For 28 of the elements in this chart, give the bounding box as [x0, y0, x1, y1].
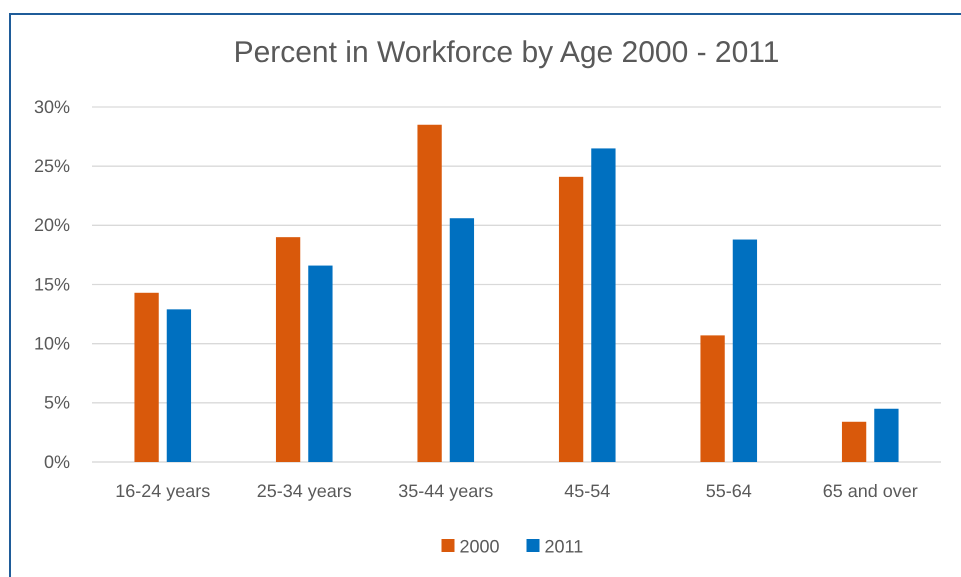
bar — [874, 408, 899, 462]
x-tick-label: 35-44 years — [398, 480, 494, 501]
legend-label: 2011 — [544, 536, 584, 556]
y-tick-label: 15% — [34, 274, 70, 294]
bar — [732, 240, 758, 462]
bar — [558, 176, 584, 462]
x-tick-label: 65 and over — [822, 480, 918, 501]
bar — [417, 124, 442, 462]
bar — [166, 309, 192, 462]
y-tick-label: 5% — [44, 392, 70, 413]
bar — [450, 218, 474, 462]
x-tick-label: 16-24 years — [115, 480, 210, 501]
y-tick-label: 20% — [34, 215, 70, 236]
legend-label: 2000 — [460, 536, 500, 556]
chart-title: Percent in Workforce by Age 2000 - 2011 — [234, 36, 780, 69]
bar — [591, 148, 616, 462]
bar — [276, 237, 300, 462]
bar — [308, 266, 333, 462]
y-tick-label: 10% — [34, 333, 70, 354]
bar — [842, 422, 866, 462]
y-tick-label: 30% — [34, 96, 70, 117]
x-tick-label: 55-64 — [706, 480, 752, 501]
x-tick-label: 25-34 years — [256, 480, 352, 501]
x-tick-label: 45-54 — [564, 480, 610, 501]
y-tick-label: 25% — [34, 156, 70, 176]
bar — [700, 335, 725, 462]
bar — [134, 292, 159, 462]
y-tick-label: 0% — [44, 452, 70, 472]
